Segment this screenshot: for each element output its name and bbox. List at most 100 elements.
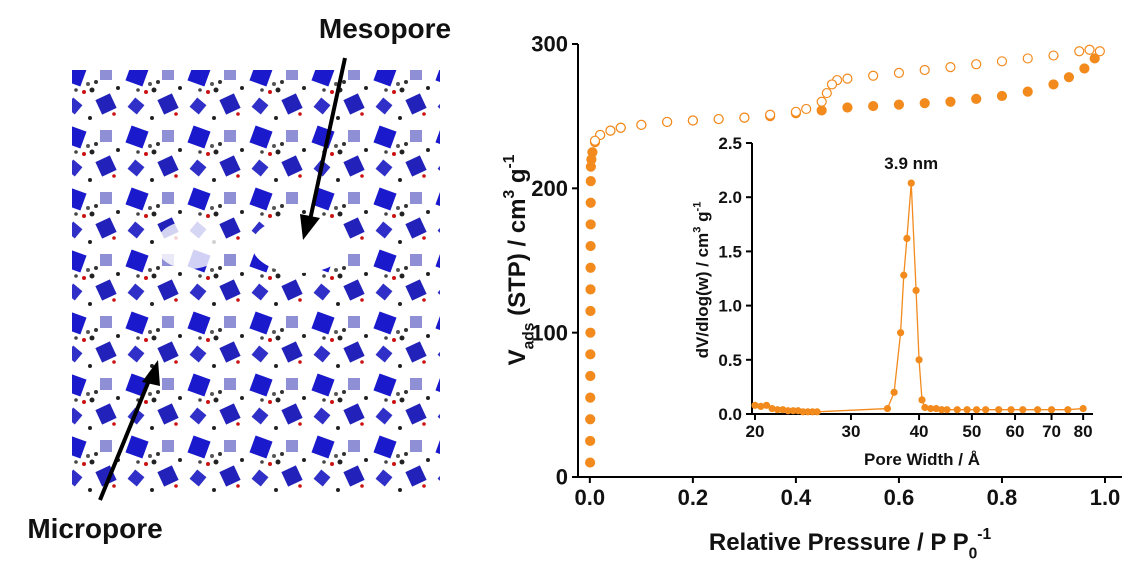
x-tick-label: 0.2 <box>678 485 709 510</box>
mesopore-label: Mesopore <box>319 13 451 44</box>
data-point <box>842 73 853 84</box>
data-point <box>1063 72 1075 83</box>
series-line <box>754 183 1084 413</box>
y-tick-label: 2.5 <box>718 134 742 153</box>
data-point <box>996 56 1008 67</box>
data-point <box>585 349 596 360</box>
data-point <box>972 406 981 414</box>
label-part: g <box>504 168 531 189</box>
label-part: Relative Pressure / P P <box>709 529 969 556</box>
data-point <box>751 401 759 409</box>
data-point <box>1079 63 1090 74</box>
data-point <box>790 106 802 117</box>
data-point <box>585 414 596 425</box>
x-tick-label: 0.6 <box>884 485 915 510</box>
data-point <box>996 90 1008 102</box>
y-axis-label: dV/dlog(w) / cm3 g-1 <box>691 202 712 359</box>
label-part: -1 <box>977 526 991 543</box>
data-point <box>1047 406 1056 414</box>
data-point <box>1007 406 1015 414</box>
data-point <box>919 98 930 109</box>
data-point <box>971 59 982 70</box>
x-tick-label: 70 <box>1042 422 1061 441</box>
data-point <box>821 87 832 99</box>
x-axis-label: Pore Width / Å <box>864 450 980 469</box>
data-point <box>907 179 915 187</box>
data-point <box>636 119 647 130</box>
data-point <box>915 356 923 364</box>
data-point <box>890 388 898 396</box>
data-point <box>893 99 905 110</box>
data-point <box>615 122 626 133</box>
data-point <box>585 435 596 447</box>
data-point <box>585 284 596 295</box>
y-tick-label: 300 <box>531 32 568 57</box>
y-tick-label: 100 <box>531 320 568 345</box>
data-point <box>903 234 911 242</box>
data-point <box>757 402 765 411</box>
data-point <box>589 135 601 146</box>
data-point <box>945 96 956 107</box>
x-axis-label: Relative Pressure / P P0 -1 <box>709 526 992 562</box>
data-point <box>1022 53 1033 64</box>
label-part: ads <box>520 322 537 349</box>
x-tick-label: 80 <box>1074 422 1093 441</box>
data-point <box>801 103 812 115</box>
data-point <box>1034 406 1042 414</box>
x-tick-label: 0.8 <box>987 485 1018 510</box>
data-point <box>816 96 827 107</box>
data-point <box>587 147 598 158</box>
data-point <box>1019 406 1027 414</box>
data-point <box>585 457 596 468</box>
y-tick-label: 200 <box>531 176 568 201</box>
x-tick-label: 50 <box>962 422 981 441</box>
arrows <box>98 57 347 501</box>
data-point <box>739 112 750 123</box>
data-point <box>971 93 982 104</box>
label-part: -1 <box>691 202 703 212</box>
data-point <box>900 271 908 279</box>
y-tick-label: 2.0 <box>718 188 742 207</box>
y-axis-label: Vads (STP) / cm3 g-1 <box>501 154 537 365</box>
data-point <box>713 113 724 125</box>
x-tick-label: 60 <box>1006 422 1025 441</box>
data-point <box>883 404 892 413</box>
label-part: 0 <box>969 545 978 562</box>
data-point <box>826 79 838 90</box>
data-point <box>585 240 596 252</box>
x-tick-label: 20 <box>746 422 765 441</box>
data-point <box>585 219 596 230</box>
data-point <box>893 67 905 78</box>
label-part: -1 <box>501 154 518 168</box>
data-point <box>919 64 930 76</box>
data-point <box>1084 44 1095 55</box>
label-part: (STP) / cm <box>504 198 531 322</box>
y-tick-label: 1.5 <box>718 242 742 261</box>
data-point <box>585 305 596 317</box>
data-point <box>605 125 616 136</box>
y-tick-label: 0.0 <box>718 405 742 424</box>
x-tick-label: 0.0 <box>575 485 606 510</box>
data-point <box>1064 406 1072 414</box>
data-point <box>662 116 673 128</box>
data-point <box>585 327 596 338</box>
crystal-structure <box>72 70 440 495</box>
data-point <box>1094 46 1105 57</box>
x-tick-label: 1.0 <box>1090 485 1121 510</box>
data-point <box>963 406 971 414</box>
data-point <box>585 392 596 403</box>
x-tick-label: 0.4 <box>781 485 812 510</box>
data-point <box>816 105 827 116</box>
peak-annotation: 3.9 nm <box>884 154 938 173</box>
data-point <box>1089 53 1100 64</box>
data-point <box>897 329 905 337</box>
data-point <box>943 406 951 414</box>
data-point <box>765 109 776 120</box>
data-point <box>918 396 926 404</box>
x-tick-label: 30 <box>842 422 861 441</box>
data-point <box>868 100 879 112</box>
data-point <box>945 61 956 73</box>
x-tick-label: 40 <box>910 422 929 441</box>
data-point <box>687 115 698 126</box>
